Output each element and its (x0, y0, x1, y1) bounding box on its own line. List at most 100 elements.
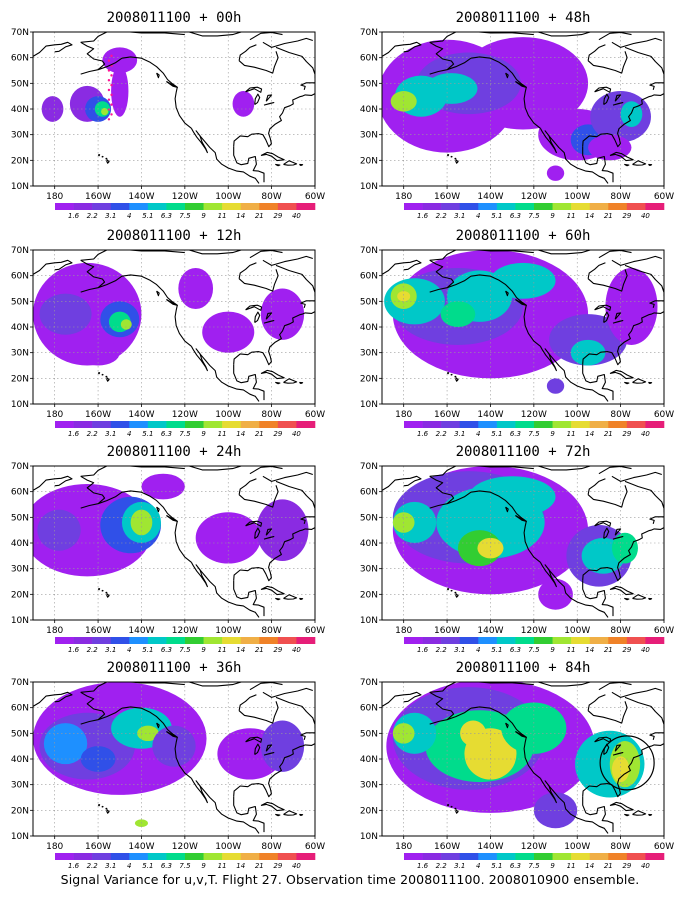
colorbar-label: 6.3 (510, 212, 521, 220)
variance-contour (546, 165, 565, 181)
coastline (190, 346, 260, 402)
colorbar-label: 29 (273, 862, 282, 870)
colorbar-swatch (645, 853, 665, 860)
colorbar-swatch (571, 853, 591, 860)
colorbar: 1.6 2.2 3.1 4 5.1 6.3 7.5 9 11 14 21 29 40 (404, 203, 665, 220)
colorbar-swatch (296, 203, 316, 210)
colorbar-label: 40 (641, 212, 650, 220)
colorbar-swatch (259, 853, 279, 860)
coastline (300, 728, 315, 740)
coastline (429, 274, 541, 347)
lon-tick-label: 180 (46, 626, 63, 636)
coastline (455, 593, 459, 598)
colorbar-swatch (404, 203, 423, 210)
lon-tick-label: 160W (85, 626, 111, 636)
colorbar-swatch (222, 853, 242, 860)
coastlines (33, 32, 315, 184)
colorbar-label: 29 (273, 646, 282, 654)
colorbar-label: 7.5 (528, 212, 540, 220)
lon-tick-label: 120W (521, 626, 547, 636)
colorbar-swatch (203, 421, 223, 428)
coastline (446, 372, 450, 375)
map-panel-0h: 2008011100 + 00h 10N 20N 30N 40N 50N 60N 70N 180… (11, 10, 325, 220)
colorbar-label: 4 (476, 430, 480, 438)
coastline (254, 93, 261, 106)
lon-tick-label: 140W (477, 192, 503, 202)
lon-tick-label: 140W (128, 192, 154, 202)
colorbar-label: 3.1 (105, 862, 116, 870)
lat-tick-label: 10N (11, 832, 29, 842)
colorbar-swatch (552, 421, 572, 428)
colorbar-swatch (552, 203, 572, 210)
colorbar-label: 14 (585, 646, 594, 654)
figure-caption: Signal Variance for u,v,T. Flight 27. Ob… (60, 872, 640, 887)
coastline (245, 520, 263, 527)
lat-tick-label: 20N (11, 374, 29, 384)
lon-tick-label: 60W (305, 410, 325, 420)
lon-tick-label: 100W (564, 626, 590, 636)
coastline (515, 81, 527, 88)
coastline (614, 744, 622, 752)
colorbar-swatch (478, 421, 498, 428)
variance-contour (533, 792, 578, 829)
coastline (515, 731, 527, 738)
colorbar-label: 3.1 (105, 212, 116, 220)
coastline (238, 701, 279, 724)
coastline (539, 128, 609, 184)
coastline (446, 154, 450, 157)
coastline (614, 528, 622, 536)
colorbar-label: 4 (476, 212, 480, 220)
lon-tick-label: 120W (172, 192, 198, 202)
lat-tick-label: 20N (11, 590, 29, 600)
lon-tick-label: 180 (46, 410, 63, 420)
coastline (275, 597, 281, 601)
coastline (649, 296, 664, 308)
colorbar-label: 21 (255, 862, 264, 870)
colorbar-swatch (296, 421, 316, 428)
colorbar-swatch (589, 637, 609, 644)
colorbar-swatch (608, 421, 628, 428)
colorbar-label: 29 (622, 646, 631, 654)
coastline (648, 813, 653, 817)
colorbar-label: 6.3 (510, 862, 521, 870)
coastline (101, 155, 104, 158)
coastline (611, 471, 662, 482)
colorbar-swatch (515, 421, 535, 428)
variance-contour (141, 473, 185, 500)
colorbar-label: 5.1 (142, 862, 153, 870)
lon-tick-label: 60W (654, 842, 674, 852)
colorbar-swatch (571, 637, 591, 644)
coastline (283, 810, 298, 816)
colorbar-label: 9 (550, 862, 555, 870)
coastline (587, 262, 606, 279)
coastline (174, 32, 242, 37)
coastline (505, 506, 509, 513)
coastline (587, 478, 606, 495)
colorbar-label: 1.6 (417, 862, 429, 870)
colorbar-label: 29 (273, 212, 282, 220)
colorbar-swatch (203, 637, 223, 644)
coastline (105, 807, 108, 810)
colorbar-label: 2.2 (87, 212, 99, 220)
colorbar-label: 6.3 (161, 212, 172, 220)
variance-contour (120, 319, 132, 330)
colorbar-swatch (73, 637, 93, 644)
colorbar: 1.6 2.2 3.1 4 5.1 6.3 7.5 9 11 14 21 29 40 (55, 853, 316, 870)
coastline (429, 475, 455, 505)
lat-tick-label: 40N (11, 105, 29, 115)
coastline (648, 163, 653, 167)
coastline (624, 813, 630, 817)
coastline (33, 475, 73, 491)
coastline (262, 471, 313, 482)
coastline (238, 269, 279, 292)
colorbar-label: 1.6 (68, 646, 80, 654)
lon-tick-label: 160W (85, 842, 111, 852)
colorbar-label: 40 (292, 862, 301, 870)
variance-contour (178, 267, 214, 310)
colorbar-label: 6.3 (161, 862, 172, 870)
coastline (156, 722, 160, 729)
panel-title: 2008011100 + 48h (456, 10, 591, 26)
coastline (649, 512, 664, 524)
coastlines (33, 466, 315, 618)
